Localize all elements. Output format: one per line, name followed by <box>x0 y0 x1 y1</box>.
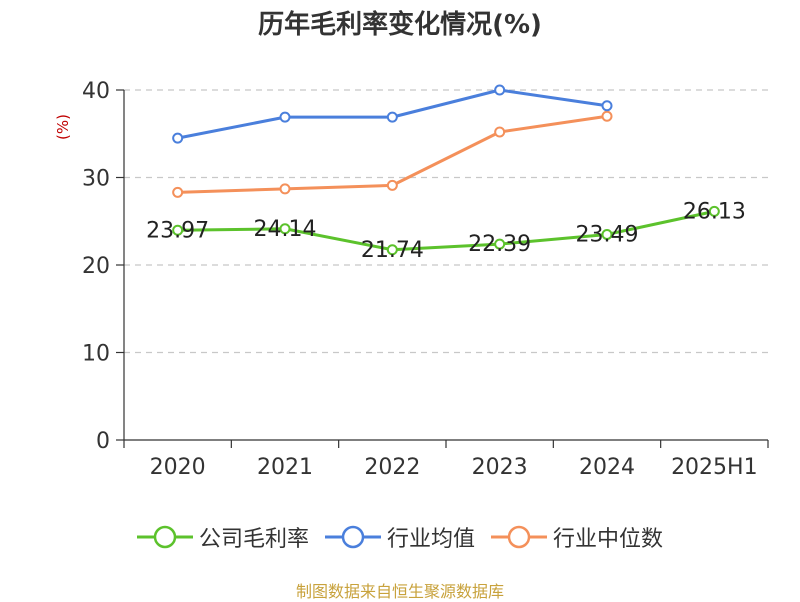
legend-item: 公司毛利率 <box>136 521 309 553</box>
data-point <box>494 238 506 250</box>
data-point <box>601 228 613 240</box>
y-tick-label: 10 <box>82 342 110 367</box>
legend-label: 公司毛利率 <box>198 527 309 552</box>
legend-label: 行业均值 <box>386 527 475 552</box>
data-point <box>279 183 291 195</box>
series-line <box>177 209 715 252</box>
data-label: 24.14 <box>254 217 317 242</box>
legend-marker-icon <box>491 525 547 549</box>
x-tick-label: 2023 <box>472 455 528 480</box>
data-point <box>708 205 720 217</box>
legend-item: 行业均值 <box>324 521 475 553</box>
data-label: 23.49 <box>576 222 639 247</box>
data-point <box>601 100 613 112</box>
data-point <box>386 111 398 123</box>
y-tick-label: 30 <box>82 167 110 192</box>
legend-marker-icon <box>136 525 193 549</box>
data-point <box>172 224 184 236</box>
legend-marker-icon <box>324 525 381 549</box>
data-label: 23.97 <box>146 218 209 243</box>
data-point <box>172 132 184 144</box>
legend-item: 行业中位数 <box>491 521 663 553</box>
x-tick-label: 2021 <box>257 455 313 480</box>
x-tick-label: 2020 <box>150 455 206 480</box>
legend-label: 行业中位数 <box>553 527 664 552</box>
x-tick-label: 2025H1 <box>671 455 758 480</box>
data-point <box>494 84 506 96</box>
y-tick-label: 40 <box>82 79 110 104</box>
legend: 公司毛利率 行业均值 行业中位数 <box>0 520 800 554</box>
data-point <box>601 110 613 122</box>
x-tick-label: 2024 <box>579 455 635 480</box>
data-label: 21.74 <box>361 238 424 263</box>
data-point <box>279 223 291 235</box>
y-axis-label: (%) <box>54 114 72 140</box>
y-tick-label: 0 <box>96 429 110 454</box>
x-tick-label: 2022 <box>364 455 420 480</box>
data-point <box>386 244 398 256</box>
data-point <box>494 126 506 138</box>
data-point <box>172 186 184 198</box>
data-point <box>386 179 398 191</box>
data-label: 26.13 <box>683 199 746 224</box>
y-tick-label: 20 <box>82 254 110 279</box>
data-label: 22.39 <box>468 232 531 257</box>
chart-title: 历年毛利率变化情况(%) <box>258 10 542 40</box>
source-note: 制图数据来自恒生聚源数据库 <box>295 582 504 601</box>
data-point <box>279 111 291 123</box>
